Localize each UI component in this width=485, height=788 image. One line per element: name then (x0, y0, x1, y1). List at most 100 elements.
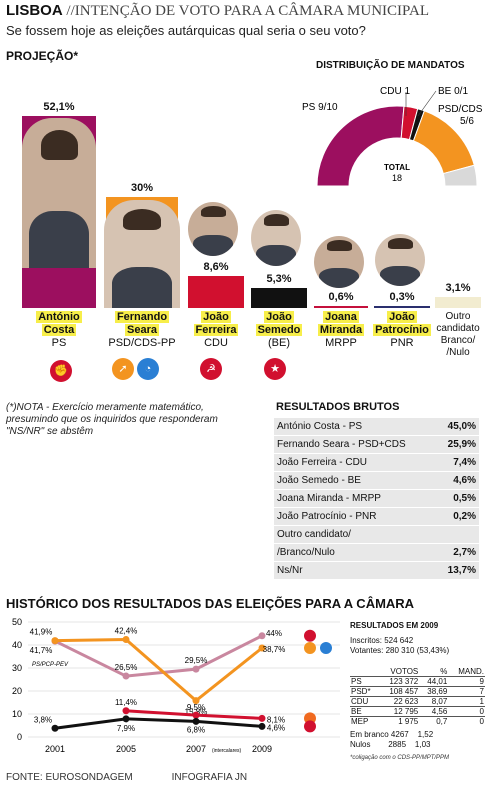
photo-hair (387, 238, 413, 249)
x-tick-label: 2007 (186, 744, 206, 754)
results-2009-cell: 4,56 (419, 706, 449, 717)
y-tick-label: 40 (12, 640, 22, 650)
x-tick-label: 2001 (45, 744, 65, 754)
bar-4 (314, 305, 368, 308)
point-cdu (192, 711, 200, 719)
raw-results-value: 13,7% (447, 565, 476, 576)
point-ps (192, 665, 200, 673)
bar-value-0: 52,1% (43, 101, 75, 113)
candidate-name-5: João Patrocínio (362, 311, 442, 337)
history-title: HISTÓRICO DOS RESULTADOS DAS ELEIÇÕES PA… (6, 596, 415, 611)
joana-miranda-photo (314, 236, 364, 288)
joao-ferreira-photo (188, 202, 238, 256)
results-2009-cell: 108 457 (378, 686, 420, 697)
intercalares-label: (intercalares) (212, 748, 242, 754)
data-label-ps: 26,5% (115, 663, 138, 672)
branco-pct: 1,52 (417, 730, 434, 739)
series-line-psd (54, 637, 263, 703)
x-tick-label: 2009 (252, 744, 272, 754)
antonio-costa-photo (22, 118, 96, 268)
data-label-psd: 38,7% (263, 645, 286, 654)
bar-6 (435, 296, 481, 308)
x-tick-label: 2005 (116, 744, 136, 754)
y-tick-label: 0 (17, 732, 22, 742)
raw-results-row: João Ferreira - CDU 7,4% (274, 454, 479, 472)
bar-value-2: 8,6% (203, 261, 229, 274)
raw-results-label: /Branco/Nulo (277, 547, 335, 558)
series-line-ps (54, 634, 263, 678)
data-label-be: 4,6% (267, 723, 285, 732)
photo-suit (319, 268, 359, 288)
candidate-party-2: CDU (204, 337, 228, 349)
bar-value-5: 0,3% (389, 291, 415, 303)
candidate-name-line: Semedo (255, 324, 303, 336)
photo-hair (200, 206, 226, 218)
raw-results-table: António Costa - PS 45,0% Fernando Seara - … (274, 418, 479, 580)
nulos-label: Nulos (350, 740, 371, 749)
photo-hair (123, 208, 161, 231)
nulos-votes: 2885 (388, 740, 407, 749)
point-ps (122, 672, 130, 680)
point-ps (258, 632, 266, 640)
data-label-be: 6,8% (187, 725, 205, 734)
raw-results-value: 2,7% (453, 547, 476, 558)
results-2009-header: MAND. (458, 667, 484, 676)
y-tick-label: 10 (12, 709, 22, 719)
header-subtitle: //INTENÇÃO DE VOTO PARA A CÂMARA MUNICIP… (62, 3, 429, 19)
footer-credit: INFOGRAFIA JN (171, 772, 248, 783)
point-psd (122, 635, 130, 643)
bar-value-6: 3,1% (445, 281, 471, 294)
raw-results-row: /Branco/Nulo 2,7% (274, 544, 479, 562)
candidate-name-3: João Semedo (239, 311, 319, 337)
candidate-party-1: PSD/CDS-PP (108, 337, 176, 349)
results-2009-row: CDU 22 623 8,07 1 (350, 696, 485, 707)
mandates-label-cdu: CDU 1 (380, 86, 410, 97)
results-2009-row: PS 123 372 44,01 9 (350, 676, 485, 687)
results-2009-inscritos: Inscritos: 524 642 (350, 636, 414, 645)
results-2009-row: MEP 1 975 0,7 0 (350, 716, 485, 726)
mandate-slice-ps (316, 105, 405, 187)
raw-results-value: 7,4% (453, 457, 476, 468)
nulos-pct: 1,03 (414, 740, 431, 749)
photo-suit (380, 266, 420, 286)
results-2009-cell: PS (350, 676, 379, 687)
bar-value-1: 30% (130, 182, 154, 195)
results-2009-cell: 0 (448, 706, 485, 717)
mandates-label-psd-1: PSD/CDS (438, 104, 483, 115)
candidate-name-6: Outro candidato Branco//Nulo (418, 311, 485, 359)
photo-hair (263, 214, 289, 226)
raw-results-row: António Costa - PS 45,0% (274, 418, 479, 436)
results-2009-foot: Em branco 4267 1,52 Nulos 2885 1,03 (350, 730, 433, 750)
mandates-total-label: TOTAL (384, 163, 410, 172)
be-star-icon (304, 720, 316, 733)
raw-results-row: Joana Miranda - MRPP 0,5% (274, 490, 479, 508)
projection-label: PROJEÇÃO* (6, 49, 79, 63)
mandates-label-be: BE 0/1 (438, 86, 468, 97)
raw-results-label: Fernando Seara - PSD+CDS (277, 439, 406, 450)
candidate-party-0: PS (51, 337, 67, 349)
point-psd (192, 697, 200, 705)
candidate-name-line: João (387, 311, 417, 323)
y-tick-label: 20 (12, 686, 22, 696)
mandates-label-ps: PS 9/10 (302, 102, 338, 113)
raw-results-label: Ns/Nr (277, 565, 303, 576)
results-2009-cell: 38,69 (419, 686, 449, 697)
raw-results-label: João Semedo - BE (277, 475, 361, 486)
results-2009-votantes: Votantes: 280 310 (53,43%) (350, 646, 450, 655)
data-label-be: 3,8% (34, 715, 52, 724)
results-2009-cell: 22 623 (378, 696, 420, 707)
candidate-name-line: Ferreira (193, 324, 239, 336)
results-2009-header: VOTOS (390, 667, 419, 676)
ps-fist-icon: ✊ (50, 360, 72, 382)
y-tick-label: 30 (12, 663, 22, 673)
mandate-slice-rest (442, 164, 478, 187)
y-tick-label: 50 (12, 617, 22, 627)
data-label-ps: 41,7% (30, 646, 53, 655)
data-label-cdu: 11,4% (115, 698, 137, 707)
results-2009-cell: CDU (350, 696, 379, 707)
ps-fist-icon (304, 629, 316, 642)
candidate-party-5: PNR (390, 337, 414, 349)
candidate-name-line: Miranda (317, 324, 365, 336)
point-psd (51, 637, 59, 645)
psd-arrow-icon: ➚ (112, 358, 134, 380)
